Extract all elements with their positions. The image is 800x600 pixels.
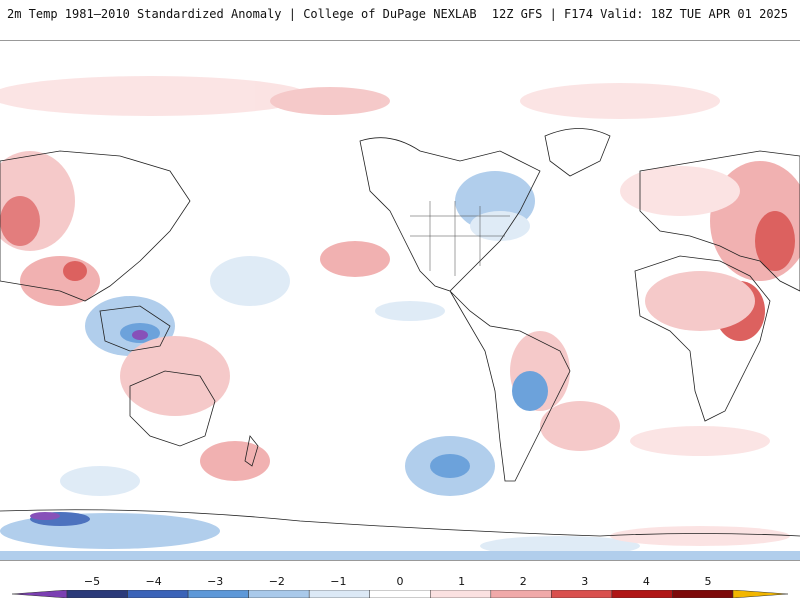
colorbar-tick-label: 2: [519, 575, 527, 588]
colorbar-tick-label: 1: [458, 575, 466, 588]
colorbar-tick-label: 5: [704, 575, 712, 588]
colorbar-segment: [430, 590, 492, 598]
colorbar-segment: [66, 590, 128, 598]
coastlines: [0, 128, 800, 537]
colorbar-segment: [611, 590, 673, 598]
colorbar-tick-label: 3: [581, 575, 589, 588]
colorbar-tick-label: −5: [83, 575, 101, 588]
us-borders: [410, 201, 510, 276]
colorbar: −5 −4 −3 −2 −1 0 1 2 3 4 5: [0, 566, 800, 600]
header: 2m Temp 1981–2010 Standardized Anomaly |…: [0, 0, 800, 28]
colorbar-segment: [248, 590, 310, 598]
colorbar-segment: [551, 590, 613, 598]
map-canvas: [0, 76, 800, 560]
colorbar-tick-label: 0: [396, 575, 404, 588]
colorbar-min-arrow: [12, 590, 68, 598]
colorbar-scale: [12, 590, 788, 598]
colorbar-tick-label: −4: [145, 575, 162, 588]
colorbar-segment: [369, 590, 431, 598]
model-run-info: 12Z GFS | F174 Valid: 18Z TUE APR 01 202…: [491, 7, 788, 21]
colorbar-segment: [672, 590, 734, 598]
colorbar-segment: [127, 590, 189, 598]
map-title: 2m Temp 1981–2010 Standardized Anomaly |…: [7, 7, 477, 21]
colorbar-tick-label: −3: [207, 575, 224, 588]
colorbar-tick-label: 4: [642, 575, 650, 588]
colorbar-segment: [308, 590, 370, 598]
anomaly-map: [0, 40, 800, 561]
colorbar-segment: [490, 590, 552, 598]
colorbar-segment: [187, 590, 249, 598]
colorbar-tick-label: −2: [268, 575, 285, 588]
colorbar-tick-label: −1: [330, 575, 347, 588]
anomaly-shading: [0, 76, 800, 560]
colorbar-max-arrow: [732, 590, 788, 598]
